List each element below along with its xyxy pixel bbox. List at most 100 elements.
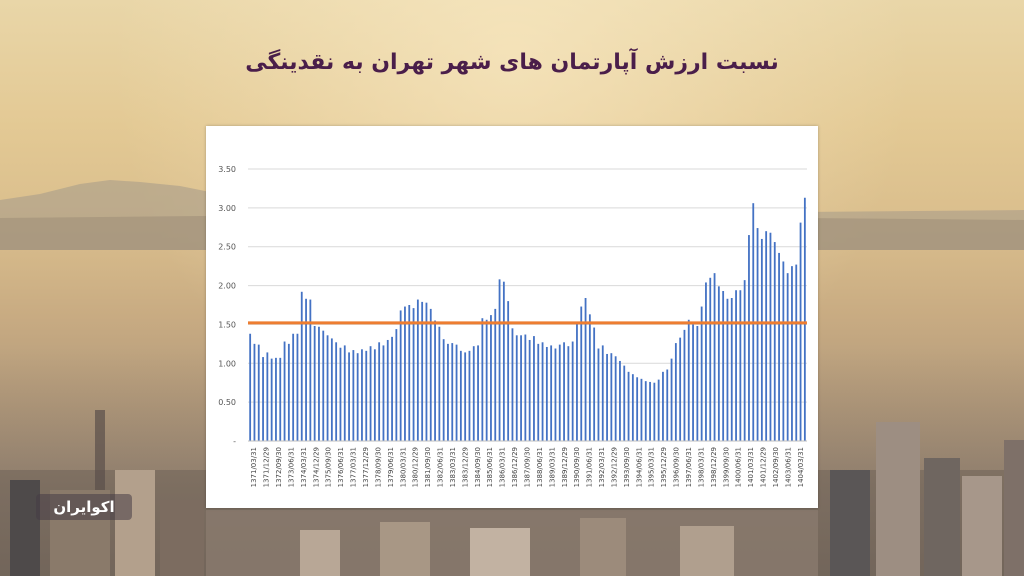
x-tick-label: 1397/06/31	[685, 447, 693, 487]
bar	[468, 350, 471, 441]
bar	[533, 336, 535, 441]
bar	[412, 308, 415, 441]
bar	[760, 238, 763, 441]
bar	[339, 347, 342, 441]
bar	[580, 306, 583, 441]
bar	[756, 228, 759, 441]
x-tick-label: 1386/03/31	[499, 447, 507, 487]
page-title: نسبت ارزش آپارتمان های شهر تهران به نقدی…	[245, 50, 779, 75]
bar	[735, 290, 737, 441]
y-tick-label: 2.00	[218, 282, 236, 291]
x-tick-label: 1383/03/31	[449, 447, 457, 487]
bar	[537, 343, 540, 441]
bar	[356, 353, 359, 441]
bar	[399, 310, 402, 441]
bar	[730, 298, 733, 441]
x-tick-label: 1391/06/31	[586, 447, 594, 487]
bar	[507, 301, 510, 441]
y-tick-label: 3.50	[218, 165, 236, 174]
bar	[786, 273, 789, 441]
bar-chart: - 0.50 1.00 1.50 2.00 2.50 3.00 3.50 1371/03/31 1…	[218, 165, 807, 487]
x-tick-label: 1379/06/31	[387, 447, 395, 487]
bar	[442, 339, 445, 441]
bar	[773, 242, 776, 441]
bar	[313, 325, 316, 441]
x-tick-label: 1401/03/31	[747, 447, 755, 487]
bar	[649, 381, 651, 441]
bar	[326, 335, 329, 441]
bar	[309, 299, 312, 441]
bar	[692, 324, 694, 441]
bar	[283, 341, 286, 441]
bar	[451, 343, 454, 441]
bar	[627, 371, 630, 441]
bar	[404, 306, 406, 441]
y-tick-label: -	[233, 437, 236, 446]
bar	[459, 350, 462, 441]
x-tick-label: 1385/06/31	[486, 447, 494, 487]
bar	[270, 358, 273, 441]
x-tick-label: 1380/12/29	[412, 447, 420, 487]
bar	[490, 315, 492, 441]
brand-logo: اکوایران	[36, 494, 132, 520]
bar	[748, 235, 750, 441]
bar	[743, 280, 746, 441]
bar	[705, 282, 707, 441]
bar	[455, 344, 458, 441]
x-tick-label: 1394/06/31	[635, 447, 643, 487]
bar	[382, 345, 385, 441]
x-tick-label: 1396/09/30	[673, 447, 681, 487]
bar	[434, 320, 436, 441]
y-tick-label: 1.00	[218, 359, 236, 368]
bar	[687, 319, 690, 441]
bar	[330, 338, 333, 441]
bar	[528, 339, 531, 441]
bar	[623, 365, 626, 441]
x-tick-label: 1373/06/31	[287, 447, 295, 487]
bar	[515, 335, 518, 441]
bar	[421, 301, 424, 441]
bar	[343, 345, 346, 441]
bar	[502, 281, 505, 441]
bar	[472, 346, 475, 441]
x-tick-label: 1381/09/30	[424, 447, 432, 487]
chart-panel: - 0.50 1.00 1.50 2.00 2.50 3.00 3.50 1371/03/31 1…	[206, 126, 818, 508]
bar	[597, 348, 600, 441]
x-tick-label: 1371/03/31	[250, 447, 258, 487]
bar	[408, 305, 411, 441]
bar	[361, 349, 363, 441]
y-tick-label: 3.00	[218, 204, 236, 213]
bar	[524, 334, 527, 441]
bar	[447, 343, 449, 441]
bar	[296, 333, 299, 441]
x-tick-label: 1399/09/30	[722, 447, 730, 487]
bar	[795, 264, 798, 441]
bar	[670, 358, 673, 441]
bar	[700, 306, 703, 441]
bar	[782, 261, 785, 441]
x-tick-label: 1390/09/30	[573, 447, 581, 487]
bar	[266, 352, 269, 441]
x-tick-label: 1392/03/31	[598, 447, 606, 487]
x-tick-label: 1389/03/31	[548, 447, 556, 487]
bar	[305, 298, 307, 441]
bar	[606, 353, 608, 441]
x-tick-label: 1376/06/31	[337, 447, 345, 487]
bar	[567, 346, 570, 441]
bar	[511, 328, 514, 441]
bar	[369, 346, 372, 441]
bar	[378, 342, 381, 441]
bar	[666, 369, 669, 441]
y-tick-label: 2.50	[218, 243, 236, 252]
bar	[477, 345, 479, 441]
x-tick-label: 1395/03/31	[648, 447, 656, 487]
bar	[335, 342, 338, 441]
bar	[803, 197, 806, 441]
bar	[631, 374, 634, 441]
bar	[610, 353, 613, 441]
x-tick-label: 1393/09/30	[623, 447, 631, 487]
bar	[545, 346, 548, 441]
x-tick-label: 1382/06/31	[437, 447, 445, 487]
bar	[640, 378, 643, 441]
bar	[318, 326, 320, 441]
